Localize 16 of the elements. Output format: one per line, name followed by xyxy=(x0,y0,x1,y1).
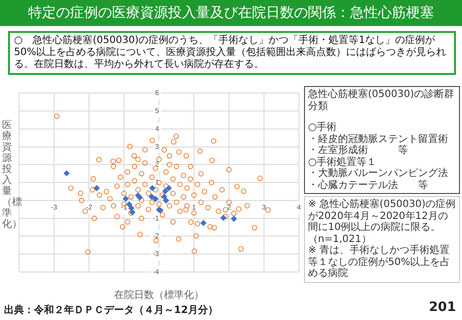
chart-subtitle: ○ 急性心筋梗塞(050030)の症例のうち、「手術なし」かつ「手術・処置等1なし」の症例が50%以上を占める病院について、医療資源投入量（包括範囲出来高点数）にはばらつきが見られる。在院日数は、平均から外れて長い病院が存在する。 xyxy=(8,31,456,75)
text: 医療資源投入量（標準化） xyxy=(2,120,22,230)
source-note: 出典：令和２年ＤＰＣデータ（４月～12月分） xyxy=(4,304,218,317)
text: 急性心筋梗塞(050030)の診断群分類 xyxy=(308,89,455,112)
text: ・大動脈バルーンパンピング法 xyxy=(308,168,449,180)
text: ・心臓カテーテル法 等 xyxy=(308,180,429,191)
text: ・左室形成術 等 xyxy=(308,145,409,156)
text: 201 xyxy=(428,300,456,315)
text: ○手術処置等１ xyxy=(308,156,378,168)
chart-title: 特定の症例の医療資源投入量及び在院日数の関係：急性心筋梗塞 xyxy=(0,0,462,26)
text: ※ 青は、手術なしかつ手術処置等１なしの症例が50%以上を占める病院 xyxy=(308,245,452,280)
text: ※ 急性心筋梗塞(050030)の症例が2020年4月～2020年12月の間に10例以上の病院に限る。 xyxy=(308,199,456,234)
text: （n=1,021） xyxy=(308,234,372,244)
text: ○手術 xyxy=(308,122,338,134)
x-axis-title: 在院日数（標準化） xyxy=(113,288,205,302)
text: ・経皮的冠動脈ステント留置術 xyxy=(308,134,449,144)
